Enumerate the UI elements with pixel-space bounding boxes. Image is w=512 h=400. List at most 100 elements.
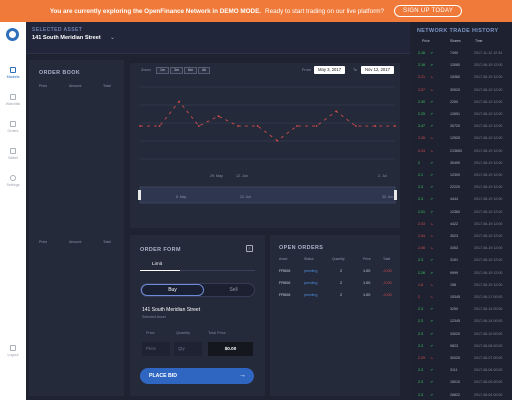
list-item[interactable]: 2.30 ↗ 2250 2017-06-19 12:00 bbox=[410, 100, 512, 110]
list-item[interactable]: 2.1 ↗ 12300 2017-06-19 12:00 bbox=[410, 173, 512, 183]
order-asset: FR606 bbox=[279, 293, 291, 297]
trade-time: 2017-06-07 00:00 bbox=[474, 356, 503, 360]
col-time: Time bbox=[475, 39, 483, 43]
list-item[interactable]: 2.26 ↗ 9999 2017-06-19 12:00 bbox=[410, 271, 512, 281]
trade-shares: 15360 bbox=[450, 75, 460, 80]
navigator-handle-left bbox=[138, 190, 141, 200]
list-item[interactable]: 2.3 ↗ 3250 2017-06-14 00:00 bbox=[410, 307, 512, 317]
nav-item-orders[interactable]: Orders bbox=[0, 121, 26, 133]
list-item[interactable]: 2.03 ↘ 4422 2017-06-19 12:00 bbox=[410, 222, 512, 232]
list-item[interactable]: 2.29 ↘ 30025 2017-06-07 00:00 bbox=[410, 356, 512, 366]
list-item[interactable]: 2.3 ↗ 3151 2017-06-19 12:00 bbox=[410, 258, 512, 268]
list-item[interactable]: 2.3 ↗ 26822 2017-06-04 00:00 bbox=[410, 393, 512, 400]
list-item[interactable]: 2.04 ↘ 3523 2017-06-19 12:00 bbox=[410, 234, 512, 244]
arrow-up-icon: ↗ bbox=[430, 392, 434, 397]
list-item[interactable]: 2 ↘ 15345 2017-06-17 00:00 bbox=[410, 295, 512, 305]
list-item[interactable]: 2.26 ↘ 12525 2017-06-19 12:00 bbox=[410, 136, 512, 146]
list-item[interactable]: 2.3 ↗ 9823 2017-06-08 00:00 bbox=[410, 344, 512, 354]
col-price: Price bbox=[39, 84, 48, 88]
trade-shares: 3151 bbox=[450, 258, 458, 263]
navigator-tick-label: 30. Jun bbox=[382, 195, 393, 199]
trade-price: 2.3 bbox=[418, 258, 423, 263]
arrow-down-icon: ↘ bbox=[430, 234, 434, 238]
price-chart-panel: Zoom 1m 3m 6m All From May 3, 2017 To No… bbox=[130, 63, 400, 228]
from-date-input[interactable]: May 3, 2017 bbox=[314, 66, 346, 74]
demo-banner: You are currently exploring the OpenFina… bbox=[0, 0, 512, 22]
arrow-up-icon: ↗ bbox=[430, 319, 434, 324]
col-price: Price bbox=[39, 240, 48, 244]
price-input[interactable]: Price bbox=[142, 342, 170, 356]
arrow-up-icon: ↗ bbox=[430, 63, 434, 68]
trade-shares: 7490 bbox=[450, 51, 458, 55]
list-item[interactable]: 2 ↗ 30490 2017-06-19 12:00 bbox=[410, 161, 512, 171]
logout-icon bbox=[10, 345, 16, 351]
place-bid-button[interactable]: PLACE BID → bbox=[140, 368, 254, 384]
list-item[interactable]: 2.25 ↗ 12651 2017-06-19 12:00 bbox=[410, 112, 512, 122]
trade-time: 2017-06-19 12:00 bbox=[474, 221, 503, 226]
list-item[interactable]: 2.21 ↘ 15360 2017-06-19 12:00 bbox=[410, 75, 512, 85]
buy-button[interactable]: Buy bbox=[141, 284, 204, 296]
trade-shares: 12300 bbox=[450, 173, 460, 177]
table-row[interactable]: FR606 pending 2 1.00 -2.00 bbox=[279, 269, 401, 279]
list-item[interactable]: 2.07 ↘ 30520 2017-06-19 12:00 bbox=[410, 88, 512, 98]
list-item[interactable]: 2.16 ↗ 7490 2017-11-12 12:34 bbox=[410, 51, 512, 61]
list-item[interactable]: 2.3 ↗ 15010 2017-06-05 00:00 bbox=[410, 380, 512, 390]
zoom-3m-button[interactable]: 3m bbox=[170, 67, 183, 74]
trade-price: 2.21 bbox=[418, 75, 425, 80]
from-label: From bbox=[302, 68, 311, 72]
nav-item-watchlist[interactable]: Watchlist bbox=[0, 94, 26, 106]
list-item[interactable]: 1.8 ↘ 158 2017-06-19 12:00 bbox=[410, 283, 512, 293]
arrow-down-icon: ↘ bbox=[430, 221, 434, 226]
trade-price: 2.3 bbox=[418, 380, 423, 385]
zoom-all-button[interactable]: All bbox=[198, 67, 210, 74]
list-item[interactable]: 2.01 ↗ 12360 2017-06-19 12:00 bbox=[410, 210, 512, 220]
table-row[interactable]: FR606 pending 2 1.00 -2.00 bbox=[279, 281, 401, 291]
chevron-down-icon[interactable]: ⌄ bbox=[110, 35, 116, 41]
trade-price: 2.3 bbox=[418, 319, 423, 324]
x-tick-label: 29. May bbox=[210, 174, 223, 178]
nav-label: Wallet bbox=[8, 156, 18, 160]
trade-price: 2.3 bbox=[418, 392, 423, 397]
arrow-up-icon: ↗ bbox=[430, 331, 434, 336]
wallet-icon bbox=[10, 148, 16, 154]
sidebar: Markets Watchlist Orders Wallet Settings… bbox=[0, 22, 26, 400]
to-date-input[interactable]: Nov 12, 2017 bbox=[361, 66, 394, 74]
trade-time: 2017-06-14 00:00 bbox=[474, 307, 503, 312]
nav-item-settings[interactable]: Settings bbox=[0, 175, 26, 187]
document-icon[interactable]: ≡ bbox=[246, 245, 253, 252]
trade-price: 2.3 bbox=[418, 307, 423, 312]
price-point bbox=[296, 125, 298, 127]
zoom-6m-button[interactable]: 6m bbox=[184, 67, 197, 74]
trade-time: 2017-06-19 12:00 bbox=[474, 136, 503, 141]
list-item[interactable]: 2.3 ↗ 22220 2017-06-19 12:00 bbox=[410, 185, 512, 195]
nav-item-wallet[interactable]: Wallet bbox=[0, 148, 26, 160]
sign-up-button[interactable]: SIGN UP TODAY bbox=[394, 5, 463, 17]
list-item[interactable]: 2.47 ↗ 30720 2017-06-19 12:00 bbox=[410, 124, 512, 134]
list-item[interactable]: 2.3 ↗ 33020 2017-06-10 00:00 bbox=[410, 332, 512, 342]
table-row[interactable]: FR606 pending 2 1.00 -2.00 bbox=[279, 293, 401, 303]
order-total: -2.00 bbox=[383, 269, 392, 273]
sell-button[interactable]: Sell bbox=[229, 287, 238, 293]
markets-icon bbox=[10, 67, 16, 73]
arrow-up-icon: ↗ bbox=[430, 51, 434, 55]
arrow-down-icon: ↘ bbox=[430, 87, 434, 92]
trade-price: 2.25 bbox=[418, 112, 425, 116]
nav-label: Settings bbox=[6, 183, 20, 187]
tab-limit[interactable]: Limit bbox=[152, 262, 163, 267]
quantity-input[interactable]: Qty bbox=[174, 342, 202, 356]
order-asset: FR606 bbox=[279, 269, 291, 273]
list-item[interactable]: 2.16 ↗ 13080 2017-06-19 12:00 bbox=[410, 63, 512, 73]
nav-item-logout[interactable]: Logout bbox=[0, 345, 26, 357]
list-item[interactable]: 2.3 ↗ 3111 2017-06-06 00:00 bbox=[410, 368, 512, 378]
list-item[interactable]: 2.24 ↘ 213650 2017-06-19 12:00 bbox=[410, 149, 512, 159]
price-point bbox=[276, 139, 279, 142]
arrow-up-icon: ↗ bbox=[430, 380, 434, 385]
zoom-1m-button[interactable]: 1m bbox=[156, 67, 169, 74]
list-item[interactable]: 2.3 ↗ 4444 2017-06-19 12:00 bbox=[410, 197, 512, 207]
selected-asset-name[interactable]: 141 South Meridian Street bbox=[32, 35, 101, 41]
list-item[interactable]: 2.06 ↘ 3453 2017-06-19 12:00 bbox=[410, 246, 512, 256]
nav-item-markets[interactable]: Markets bbox=[0, 67, 26, 79]
list-item[interactable]: 2.3 ↗ 12345 2017-06-14 00:00 bbox=[410, 319, 512, 329]
trade-shares: 30025 bbox=[450, 356, 460, 360]
logo-icon[interactable] bbox=[6, 28, 19, 41]
